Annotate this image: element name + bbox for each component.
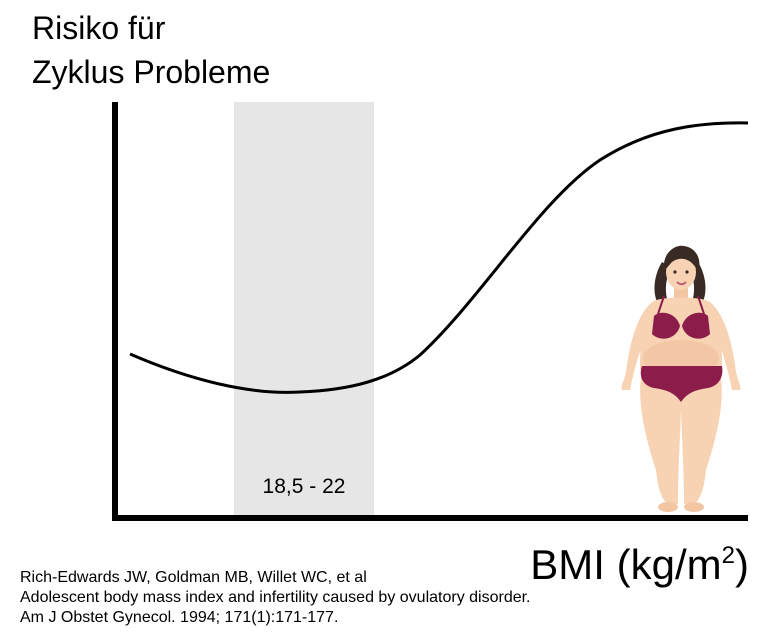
citation-line-1: Rich-Edwards JW, Goldman MB, Willet WC, … — [20, 569, 367, 586]
x-axis-label-main: BMI (kg/m — [530, 541, 722, 588]
normal-range-band — [234, 102, 374, 516]
citation: Rich-Edwards JW, Goldman MB, Willet WC, … — [20, 568, 531, 628]
normal-range-label: 18,5 - 22 — [262, 475, 346, 498]
x-axis-label: BMI (kg/m2) — [530, 530, 749, 591]
x-axis-label-superscript: 2 — [721, 542, 735, 569]
citation-line-3: Am J Obstet Gynecol. 1994; 171(1):171-17… — [20, 609, 339, 626]
citation-line-2: Adolescent body mass index and infertili… — [20, 589, 531, 606]
woman-figure-icon — [621, 245, 741, 512]
y-axis-title-line-2: Zyklus Probleme — [32, 54, 271, 90]
x-axis-label-close: ) — [735, 541, 749, 588]
y-axis-title-line-1: Risiko für — [32, 10, 166, 46]
risk-curve — [129, 121, 749, 394]
